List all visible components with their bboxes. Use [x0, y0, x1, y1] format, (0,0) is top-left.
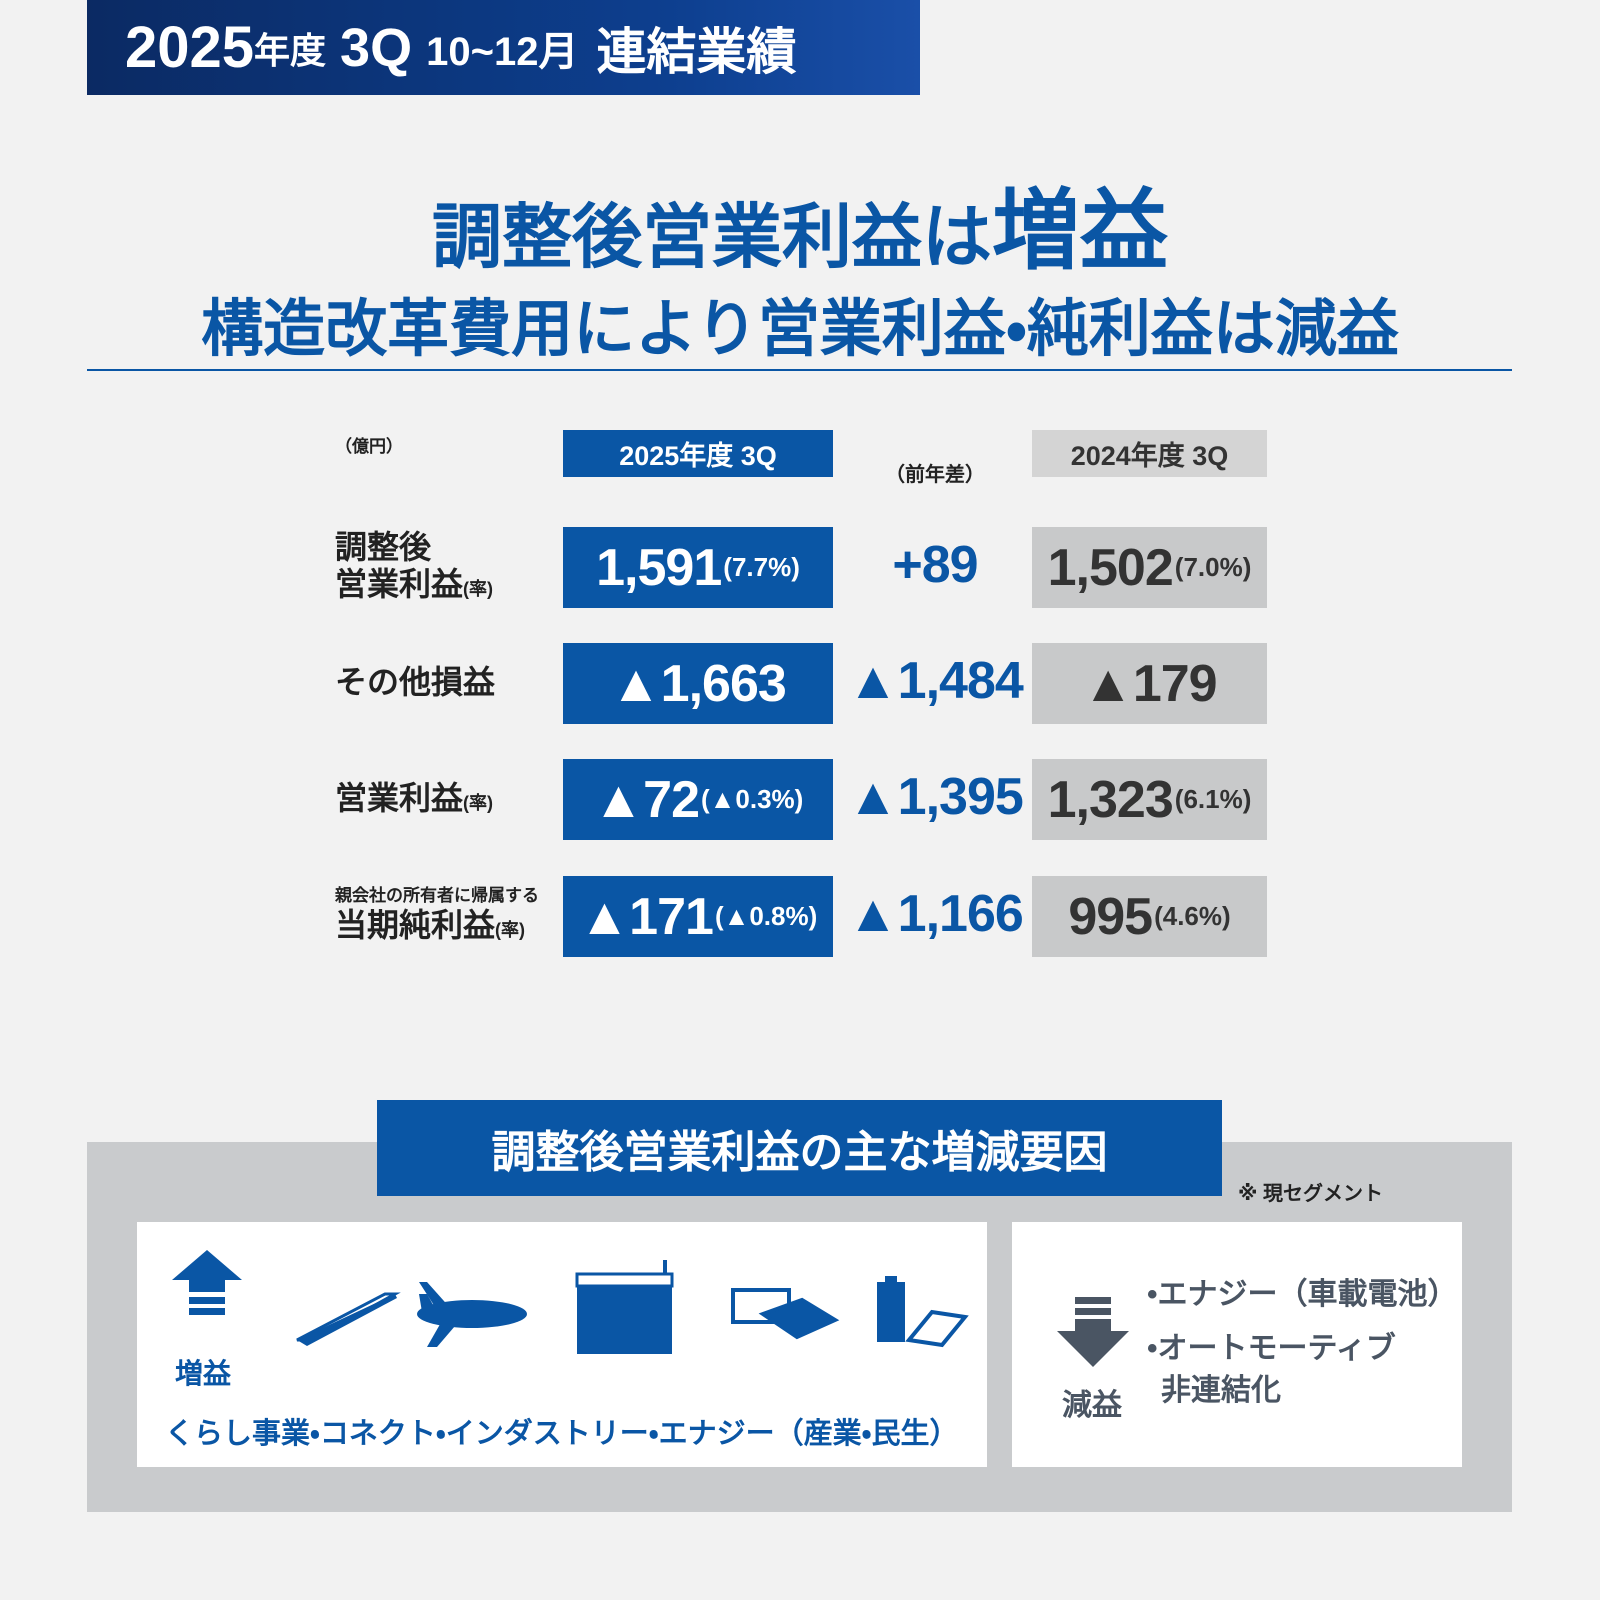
decrease-item-line: 非連結化	[1161, 1374, 1281, 1407]
decrease-label: 減益	[1062, 1389, 1122, 1422]
row-label-line: 調整後	[335, 529, 493, 566]
previous-rate: (7.0%)	[1174, 552, 1252, 582]
header-banner: 2025 年度 3Q 10~12月 連結業績	[87, 0, 920, 95]
current-value: ▲1,663	[610, 654, 787, 713]
row-label-line: 営業利益(率)	[335, 780, 493, 817]
headline-line1: 調整後営業利益は増益	[0, 160, 1600, 287]
column-header: 2025年度 3Q	[563, 430, 833, 477]
header-period: 10~12月	[426, 29, 579, 74]
decrease-box: 減益 •エナジー（車載電池） •オートモーティブ非連結化	[1012, 1222, 1462, 1467]
row-label: 営業利益(率)	[335, 780, 493, 817]
row-label: 調整後 営業利益(率)	[335, 529, 493, 603]
header-year-suffix: 年度	[254, 29, 327, 71]
current-value: ▲171	[578, 887, 714, 946]
row-label-text: 当期純利益	[335, 907, 496, 944]
row-note: 親会社の所有者に帰属する	[335, 885, 539, 905]
column-header: 2024年度 3Q	[1032, 430, 1267, 477]
row-label-line: 営業利益(率)	[335, 566, 493, 603]
current-cell: 1,591 (7.7%)	[563, 527, 833, 608]
up-arrow-icon	[172, 1250, 242, 1315]
previous-cell: 1,502 (7.0%)	[1032, 527, 1267, 608]
current-rate: (▲0.3%)	[701, 784, 804, 814]
battery-icon	[877, 1276, 969, 1348]
diff-value: ▲1,484	[847, 652, 1024, 710]
current-cell: ▲171 (▲0.8%)	[563, 876, 833, 957]
factors-title: 調整後営業利益の主な増減要因	[377, 1100, 1222, 1196]
row-label-text: 調整後	[335, 529, 432, 565]
row-label-line: その他損益	[335, 664, 495, 701]
increase-text: くらし事業・コネクト・インダストリー・エナジー（産業・民生）	[165, 1418, 959, 1450]
row-label: その他損益	[335, 664, 495, 701]
decrease-list: •エナジー（車載電池） •オートモーティブ非連結化	[1147, 1274, 1458, 1424]
current-rate: (▲0.8%)	[714, 901, 818, 931]
rate-mark: (率)	[463, 793, 494, 813]
current-value: ▲72	[592, 770, 700, 829]
row-label-line: 当期純利益(率)	[335, 907, 539, 944]
current-cell: ▲1,663	[563, 643, 833, 724]
decrease-item: •オートモーティブ非連結化	[1147, 1328, 1458, 1412]
factors-note: ※ 現セグメント	[1238, 1183, 1383, 1205]
increase-box: 増益 くらし事業・コネクト・インダストリー・エナジー（産業・民生）	[137, 1222, 987, 1467]
rate-mark: (率)	[463, 578, 494, 599]
row-label-text: 営業利益	[335, 565, 464, 602]
headline-text: 調整後営業利益は	[431, 198, 992, 276]
previous-rate: (4.6%)	[1154, 901, 1231, 931]
row-label-text: 営業利益	[335, 780, 464, 816]
decrease-item: •エナジー（車載電池）	[1147, 1274, 1458, 1316]
headline-line2: 構造改革費用により営業利益・純利益は減益	[201, 295, 1399, 364]
divider	[87, 369, 1512, 371]
diff-value: ▲1,395	[847, 768, 1024, 826]
previous-cell: ▲179	[1032, 643, 1267, 724]
unit-label: （億円）	[335, 437, 403, 456]
equipment-icon	[575, 1260, 674, 1354]
increase-icons	[172, 1250, 969, 1354]
previous-cell: 1,323 (6.1%)	[1032, 759, 1267, 840]
header-label: 連結業績	[596, 23, 797, 80]
decrease-item-line: •オートモーティブ	[1147, 1332, 1396, 1365]
previous-value: 995	[1068, 887, 1153, 946]
current-value: 1,591	[596, 538, 722, 597]
decrease-item-line: •エナジー（車載電池）	[1147, 1278, 1458, 1311]
previous-value: 1,323	[1047, 770, 1174, 829]
column-header: （前年差）	[885, 464, 985, 486]
plane-icon	[417, 1282, 527, 1347]
diff-value: +89	[892, 536, 978, 594]
headline-emphasis: 増益	[991, 181, 1168, 280]
rate-mark: (率)	[495, 920, 526, 941]
previous-value: ▲179	[1082, 654, 1217, 713]
down-arrow-icon	[1057, 1297, 1129, 1367]
header-quarter: 3Q	[340, 17, 413, 78]
current-cell: ▲72 (▲0.3%)	[563, 759, 833, 840]
previous-rate: (6.1%)	[1174, 784, 1252, 814]
current-rate: (7.7%)	[723, 552, 800, 582]
light-icon-outline	[296, 1292, 401, 1342]
diff-value: ▲1,166	[847, 885, 1024, 943]
battery-pack-icon	[731, 1288, 840, 1340]
previous-cell: 995 (4.6%)	[1032, 876, 1267, 957]
header-year: 2025	[125, 15, 255, 80]
increase-label: 増益	[175, 1358, 232, 1389]
previous-value: 1,502	[1047, 538, 1174, 597]
row-label-text: その他損益	[335, 664, 496, 700]
row-label: 親会社の所有者に帰属する 当期純利益(率)	[335, 886, 539, 944]
